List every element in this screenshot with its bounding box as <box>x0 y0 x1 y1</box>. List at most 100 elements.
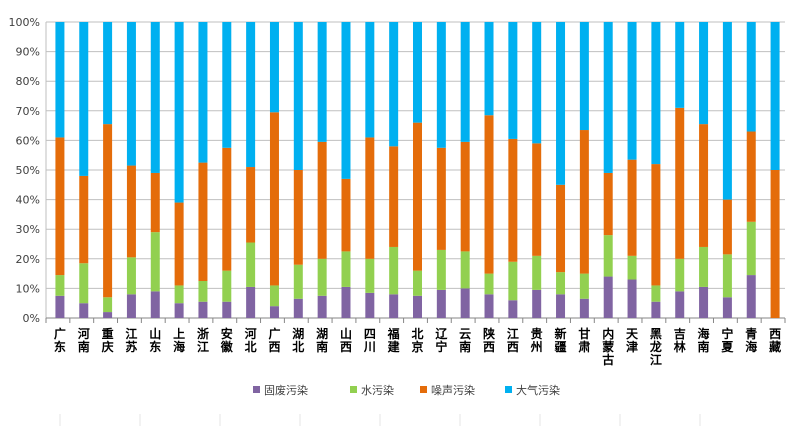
bar-segment <box>556 22 566 185</box>
x-tick-label: 甘肃 <box>578 326 590 354</box>
x-tick-label: 重庆 <box>101 326 114 354</box>
x-tick-label: 天津 <box>626 327 639 354</box>
legend-swatch <box>350 386 357 393</box>
bar-segment <box>413 122 422 271</box>
x-tick-label: 福建 <box>387 326 401 354</box>
bar-segment <box>436 147 446 250</box>
bar-segment <box>460 141 470 252</box>
bar-segment <box>627 255 637 280</box>
legend-swatch <box>505 386 512 393</box>
x-tick-label: 云南 <box>459 327 471 354</box>
x-tick-label: 湖北 <box>292 326 304 354</box>
bar-segment <box>484 294 494 318</box>
y-tick-label: 80% <box>16 75 40 88</box>
x-tick-label: 宁夏 <box>721 326 734 354</box>
bar-segment <box>532 255 542 290</box>
bar-segment <box>389 294 399 318</box>
bar-segment <box>79 303 89 318</box>
bar-segment <box>627 22 637 160</box>
bar-segment <box>174 303 184 318</box>
bar-segment <box>484 115 494 274</box>
bar-segment <box>150 172 160 233</box>
bar-segment <box>222 22 232 148</box>
bar-segment <box>413 295 422 318</box>
x-tick-label: 山东 <box>149 326 161 354</box>
bar-segment <box>103 312 113 318</box>
bar-segment <box>699 246 709 287</box>
bar-segment <box>246 286 256 318</box>
bar-segment <box>150 22 160 173</box>
x-tick-label: 安徽 <box>220 326 234 354</box>
bar-segment <box>103 124 113 298</box>
bar-segment <box>317 295 327 318</box>
bar-segment <box>365 258 375 293</box>
x-tick-label: 青海 <box>745 326 757 354</box>
bar-segment <box>222 301 232 318</box>
bar-segment <box>150 232 160 292</box>
bar-segment <box>460 288 470 318</box>
y-tick-label: 10% <box>16 282 40 295</box>
x-tick-label: 山西 <box>340 326 352 354</box>
bar-segment <box>198 281 208 302</box>
bar-segment <box>675 291 685 318</box>
bar-segment <box>413 270 422 296</box>
x-tick-label: 河南 <box>77 326 90 354</box>
bar-segment <box>198 301 208 318</box>
bar-segment <box>103 22 113 125</box>
y-tick-label: 0% <box>23 312 40 325</box>
x-tick-label: 新疆 <box>555 326 567 354</box>
legend-swatch <box>253 386 260 393</box>
bar-segment <box>675 107 685 259</box>
legend-label: 噪声污染 <box>431 383 475 397</box>
bar-segment <box>174 285 184 304</box>
bar-segment <box>55 22 65 138</box>
bar-segment <box>675 258 685 292</box>
bar-segment <box>508 22 518 139</box>
bar-segment <box>150 291 160 318</box>
bar-segment <box>603 172 613 236</box>
bar-segment <box>341 178 351 252</box>
y-tick-label: 60% <box>16 134 40 147</box>
bar-segment <box>389 22 399 147</box>
bar-segment <box>55 295 65 318</box>
y-tick-label: 40% <box>16 194 40 207</box>
bar-segment <box>293 298 303 318</box>
bar-segment <box>746 275 756 318</box>
bar-segment <box>746 22 756 132</box>
bar-segment <box>198 162 208 281</box>
bar-segment <box>579 298 589 318</box>
bar-segment <box>222 270 232 302</box>
bar-segment <box>198 22 208 163</box>
bar-segment <box>484 22 494 116</box>
bar-segment <box>126 165 136 258</box>
bar-segment <box>556 184 566 273</box>
bar-segment <box>484 273 494 295</box>
bar-segment <box>55 275 65 296</box>
bar-segment <box>770 22 780 170</box>
x-tick-label: 吉林 <box>674 326 686 354</box>
y-tick-label: 100% <box>9 16 40 29</box>
y-tick-label: 20% <box>16 253 40 266</box>
bar-segment <box>603 22 613 173</box>
bar-segment <box>603 235 613 277</box>
bar-segment <box>579 22 589 131</box>
bar-segment <box>532 289 542 318</box>
x-tick-label: 河北 <box>244 326 257 354</box>
x-tick-label: 海南 <box>698 326 710 354</box>
bar-segment <box>627 279 637 318</box>
bar-segment <box>651 301 661 318</box>
x-tick-label: 贵州 <box>530 326 543 354</box>
x-tick-label: 江苏 <box>125 326 137 354</box>
bar-segment <box>675 22 685 108</box>
bar-segment <box>532 22 542 144</box>
bar-segment <box>770 170 780 318</box>
bar-segment <box>341 251 351 287</box>
bar-segment <box>413 22 422 123</box>
bar-segment <box>246 22 256 168</box>
bar-segment <box>579 273 589 299</box>
y-tick-label: 90% <box>16 46 40 59</box>
bar-segment <box>436 289 446 318</box>
bar-segment <box>699 22 709 125</box>
bar-segment <box>722 297 732 318</box>
bar-segment <box>174 202 184 286</box>
